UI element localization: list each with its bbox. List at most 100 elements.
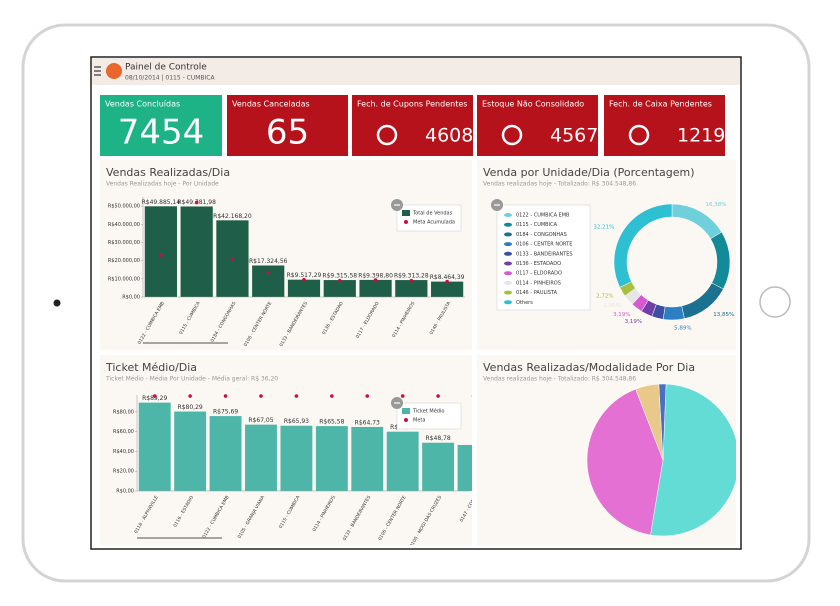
meta-dot bbox=[230, 257, 235, 261]
legend bbox=[496, 204, 591, 311]
data-label: R$9.517,29 bbox=[287, 272, 322, 279]
meta-dot bbox=[365, 394, 370, 398]
data-label: 16,38% bbox=[705, 202, 726, 208]
legend-label: 0136 - ESTADADO bbox=[516, 261, 561, 267]
chart-subtitle: Vendas Realizadas hoje - Por Unidade bbox=[106, 181, 219, 188]
bar bbox=[138, 402, 171, 491]
data-label: 5,89% bbox=[674, 325, 691, 331]
data-label: R$49.885,14 bbox=[142, 199, 181, 206]
meta-dot bbox=[302, 277, 306, 282]
y-tick-label: R$60,00 bbox=[113, 429, 134, 435]
legend-label: 0115 - CUMBICA bbox=[516, 222, 558, 228]
legend-swatch bbox=[504, 251, 512, 256]
data-label: R$42.168,20 bbox=[213, 213, 252, 220]
data-label: 13,85% bbox=[713, 312, 734, 318]
data-label: R$65,58 bbox=[319, 419, 344, 426]
chart-subtitle: Vendas realizadas hoje - Totalizado: R$ … bbox=[483, 181, 636, 188]
meta-dot bbox=[294, 394, 299, 398]
data-label: R$75,69 bbox=[213, 409, 238, 416]
data-label: R$65,93 bbox=[284, 418, 309, 425]
kpi-value: 65 bbox=[266, 113, 309, 153]
meta-dot bbox=[409, 278, 414, 283]
y-tick-label: R$0,00 bbox=[116, 489, 134, 495]
y-tick-label: R$30.000,00 bbox=[108, 240, 140, 246]
bar bbox=[245, 424, 277, 491]
data-label: R$67,05 bbox=[248, 417, 273, 424]
y-tick-label: R$40,00 bbox=[113, 449, 134, 455]
data-label: 3,19% bbox=[625, 319, 642, 325]
data-label: 3,06% bbox=[603, 303, 620, 309]
kpi-icon bbox=[501, 124, 523, 146]
kpi-label: Fech. de Caixa Pendentes bbox=[609, 100, 712, 109]
legend-label: 0146 - PAULISTA bbox=[516, 290, 558, 296]
header-title: Painel de Controle bbox=[125, 63, 207, 73]
pie-slice bbox=[662, 305, 685, 321]
chart-subtitle: Ticket Médio - Média Por Unidade - Média… bbox=[105, 376, 278, 383]
kpi-tile bbox=[100, 95, 222, 156]
bar bbox=[144, 206, 177, 297]
legend-swatch bbox=[404, 220, 408, 224]
legend-label: Ticket Médio bbox=[412, 408, 444, 415]
y-tick-label: R$0,00 bbox=[122, 295, 140, 301]
meta-dot bbox=[259, 394, 263, 398]
legend bbox=[396, 204, 462, 232]
bar bbox=[323, 280, 356, 297]
legend-label: Meta Acumulada bbox=[413, 220, 455, 226]
bar bbox=[174, 411, 207, 491]
kpi-label: Vendas Canceladas bbox=[232, 100, 310, 109]
pie-slice bbox=[658, 383, 667, 461]
kpi-tile bbox=[604, 95, 725, 156]
home-button[interactable] bbox=[759, 286, 791, 318]
kpi-value: 7454 bbox=[118, 113, 205, 153]
bar bbox=[252, 265, 285, 297]
data-label: R$48,78 bbox=[426, 435, 451, 442]
meta-dot bbox=[445, 279, 449, 284]
bar bbox=[315, 426, 348, 491]
pie-slice bbox=[586, 388, 664, 536]
chart: Venda por Unidade/Dia (Porcentagem) Venda… bbox=[483, 166, 734, 331]
icon-shape bbox=[628, 124, 650, 146]
kpi-value: 4608 bbox=[425, 125, 473, 147]
data-label: R$17.324,56 bbox=[249, 258, 288, 265]
chart-subtitle: Vendas realizadas hoje - Totalizado: R$ … bbox=[483, 376, 636, 383]
y-tick-label: R$50.000,00 bbox=[108, 204, 140, 210]
data-label: 32,21% bbox=[593, 224, 614, 230]
meta-dot bbox=[266, 270, 271, 275]
kpi-label: Vendas Concluídas bbox=[105, 100, 180, 109]
legend-label: 0106 - CENTER NORTE bbox=[516, 242, 572, 248]
kpi-value: 4567 bbox=[550, 125, 598, 147]
meta-dot bbox=[400, 394, 405, 398]
kpi-value: 1219 bbox=[677, 125, 725, 147]
bar bbox=[180, 206, 213, 297]
data-label: R$80,29 bbox=[178, 404, 203, 411]
icon-shape bbox=[501, 124, 523, 146]
meta-dot bbox=[471, 395, 472, 397]
bar bbox=[287, 279, 321, 297]
header-subtitle: 08/10/2014 | 0115 - CUMBICA bbox=[125, 75, 216, 82]
camera bbox=[53, 299, 61, 307]
legend-swatch bbox=[402, 408, 410, 414]
meta-dot bbox=[159, 253, 163, 257]
data-label: R$89,29 bbox=[142, 395, 167, 402]
legend-label: 0114 - PINHEIROS bbox=[516, 280, 561, 286]
kpi-tile bbox=[227, 95, 348, 156]
legend-label: 0117 - ELDORADO bbox=[516, 271, 562, 277]
data-label: R$8.464,39 bbox=[430, 274, 465, 281]
legend-swatch bbox=[504, 290, 512, 295]
legend-label: Total de Vendas bbox=[412, 211, 453, 217]
legend-swatch bbox=[504, 242, 512, 247]
meta-dot bbox=[223, 394, 228, 398]
bar bbox=[351, 426, 384, 491]
kpi-label: Fech. de Cupons Pendentes bbox=[357, 100, 467, 109]
menu-icon[interactable] bbox=[94, 66, 101, 76]
data-label: R$64,73 bbox=[355, 419, 380, 426]
kpi-icon bbox=[376, 124, 398, 146]
bar bbox=[280, 425, 313, 491]
bar bbox=[359, 279, 392, 297]
data-label: 2,72% bbox=[596, 293, 613, 299]
kpi-tile bbox=[352, 95, 473, 156]
legend-swatch bbox=[404, 418, 408, 422]
bar bbox=[431, 281, 464, 297]
bar bbox=[395, 280, 428, 297]
y-tick-label: R$10.000,00 bbox=[108, 276, 140, 282]
